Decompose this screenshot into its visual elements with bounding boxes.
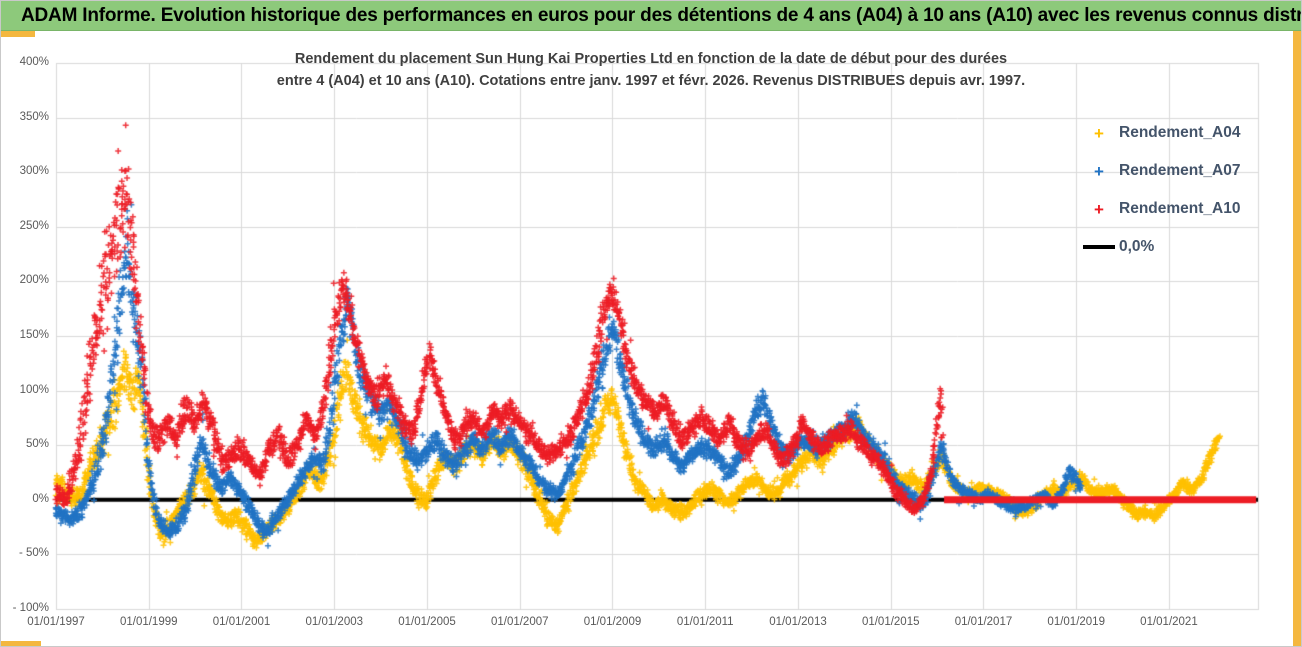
x-axis-label: 01/01/2011 (676, 616, 734, 628)
y-axis-label: 350% (19, 110, 49, 123)
y-axis-label: 300% (19, 165, 49, 178)
legend-item-a10: + Rendement_A10 (1083, 190, 1273, 228)
legend-label: 0,0% (1119, 238, 1155, 255)
chart-title: Rendement du placement Sun Hung Kai Prop… (171, 48, 1131, 92)
legend-label: Rendement_A07 (1119, 162, 1241, 179)
x-axis-label: 01/01/1999 (119, 616, 178, 628)
x-axis-label: 01/01/2007 (490, 616, 549, 628)
y-axis-label: - 100% (12, 602, 49, 614)
chart-title-line1: Rendement du placement Sun Hung Kai Prop… (294, 51, 1008, 67)
y-axis-label: - 50% (18, 547, 49, 560)
legend-label: Rendement_A10 (1119, 200, 1241, 217)
x-axis-label: 01/01/2019 (1047, 616, 1105, 628)
x-axis-label: 01/01/2005 (398, 616, 456, 628)
plus-marker-icon: + (1094, 199, 1104, 219)
x-axis-label: 01/01/2013 (769, 616, 827, 628)
zero-line-swatch-icon (1083, 245, 1115, 249)
x-axis-label: 01/01/2009 (583, 616, 642, 628)
legend-item-a07: + Rendement_A07 (1083, 152, 1273, 190)
y-axis-label: 250% (19, 219, 49, 232)
legend-label: Rendement_A04 (1119, 124, 1241, 141)
plus-marker-icon: + (1094, 161, 1104, 181)
x-axis-label: 01/01/2015 (861, 616, 920, 628)
plus-marker-icon: + (1094, 123, 1104, 143)
y-axis-label: 200% (19, 274, 49, 287)
x-axis-label: 01/01/2021 (1140, 616, 1198, 628)
y-axis-label: 400% (19, 56, 49, 68)
x-axis-label: 01/01/1997 (27, 616, 85, 628)
y-axis-label: 150% (19, 329, 49, 341)
chart-title-line2: entre 4 (A04) et 10 ans (A10). Cotations… (276, 73, 1026, 89)
x-axis-label: 01/01/2017 (954, 616, 1013, 628)
x-axis-label: 01/01/2003 (305, 616, 364, 628)
y-axis-label: 100% (19, 383, 49, 396)
legend-item-a04: + Rendement_A04 (1083, 114, 1273, 152)
y-axis-label: 0% (32, 492, 49, 505)
chart-legend: + Rendement_A04 + Rendement_A07 + Rendem… (1083, 114, 1273, 266)
x-axis-label: 01/01/2001 (212, 616, 271, 628)
legend-item-zero-line: 0,0% (1083, 228, 1273, 266)
y-axis-label: 50% (25, 438, 49, 451)
